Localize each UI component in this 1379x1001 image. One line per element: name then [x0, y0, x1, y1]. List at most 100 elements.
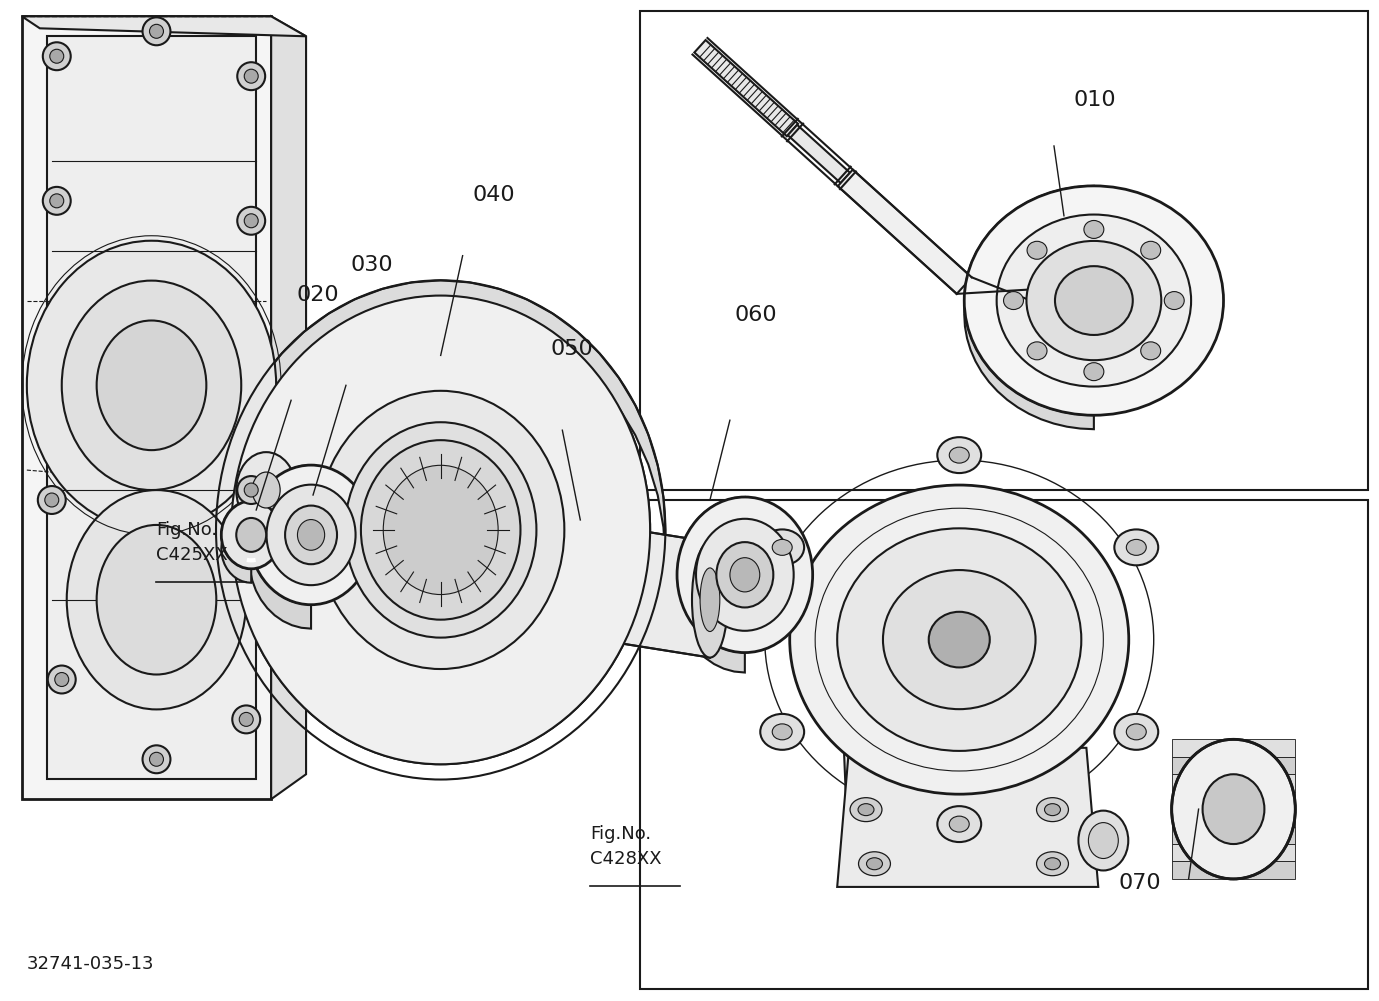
Polygon shape	[456, 743, 467, 764]
Ellipse shape	[97, 320, 207, 450]
Polygon shape	[603, 638, 622, 658]
Polygon shape	[640, 500, 1368, 989]
Ellipse shape	[760, 530, 804, 566]
Polygon shape	[272, 16, 306, 799]
Polygon shape	[350, 724, 367, 747]
Text: 050: 050	[550, 339, 593, 359]
Polygon shape	[594, 387, 614, 408]
Ellipse shape	[883, 570, 1036, 709]
Polygon shape	[481, 737, 495, 759]
Ellipse shape	[237, 207, 265, 235]
Ellipse shape	[237, 476, 265, 504]
Text: Fig.No.: Fig.No.	[156, 521, 218, 539]
Ellipse shape	[244, 214, 258, 228]
Polygon shape	[259, 402, 279, 422]
Ellipse shape	[232, 295, 650, 765]
Polygon shape	[376, 734, 390, 757]
Polygon shape	[558, 344, 576, 366]
Ellipse shape	[928, 612, 990, 668]
Polygon shape	[695, 40, 798, 136]
Ellipse shape	[62, 280, 241, 490]
Text: 060: 060	[735, 304, 778, 324]
Ellipse shape	[849, 798, 883, 822]
Text: 030: 030	[350, 254, 393, 274]
Ellipse shape	[1037, 798, 1069, 822]
Polygon shape	[403, 741, 415, 762]
Ellipse shape	[1114, 714, 1158, 750]
Ellipse shape	[866, 858, 883, 870]
Ellipse shape	[44, 493, 59, 507]
Ellipse shape	[26, 240, 276, 530]
Ellipse shape	[244, 69, 258, 83]
Ellipse shape	[938, 437, 982, 473]
Ellipse shape	[1202, 774, 1265, 844]
Ellipse shape	[236, 518, 266, 552]
Ellipse shape	[790, 485, 1129, 794]
Polygon shape	[630, 558, 648, 573]
Ellipse shape	[837, 529, 1081, 751]
Ellipse shape	[1044, 858, 1060, 870]
Polygon shape	[1172, 774, 1295, 792]
Polygon shape	[1172, 757, 1295, 774]
Ellipse shape	[772, 540, 792, 556]
Polygon shape	[619, 440, 638, 458]
Polygon shape	[491, 303, 506, 326]
Ellipse shape	[43, 42, 70, 70]
Ellipse shape	[692, 542, 728, 658]
Ellipse shape	[149, 753, 164, 766]
Polygon shape	[964, 186, 1094, 429]
Polygon shape	[838, 169, 972, 294]
Ellipse shape	[760, 714, 804, 750]
Ellipse shape	[298, 520, 324, 551]
Polygon shape	[625, 586, 643, 603]
Ellipse shape	[50, 49, 63, 63]
Polygon shape	[578, 364, 596, 386]
Polygon shape	[841, 671, 1087, 872]
Polygon shape	[1172, 827, 1295, 844]
Polygon shape	[677, 497, 745, 673]
Polygon shape	[247, 429, 266, 447]
Ellipse shape	[696, 519, 794, 631]
Ellipse shape	[1044, 804, 1060, 816]
Ellipse shape	[37, 486, 66, 514]
Polygon shape	[47, 36, 256, 779]
Ellipse shape	[55, 673, 69, 687]
Polygon shape	[232, 547, 250, 561]
Ellipse shape	[50, 194, 63, 208]
Polygon shape	[1172, 809, 1295, 827]
Ellipse shape	[361, 440, 520, 620]
Polygon shape	[514, 313, 531, 336]
Polygon shape	[430, 744, 441, 765]
Polygon shape	[292, 355, 312, 378]
Ellipse shape	[317, 390, 564, 669]
Ellipse shape	[232, 706, 261, 734]
Text: 020: 020	[296, 284, 339, 304]
Ellipse shape	[1078, 811, 1128, 871]
Ellipse shape	[250, 465, 372, 605]
Ellipse shape	[473, 507, 509, 623]
Ellipse shape	[1114, 530, 1158, 566]
Ellipse shape	[66, 490, 247, 710]
Ellipse shape	[997, 214, 1191, 386]
Polygon shape	[587, 661, 607, 682]
Ellipse shape	[142, 746, 171, 773]
Polygon shape	[232, 518, 248, 530]
Ellipse shape	[252, 472, 280, 508]
Ellipse shape	[1027, 241, 1047, 259]
Polygon shape	[1172, 862, 1295, 879]
Polygon shape	[285, 674, 303, 696]
Ellipse shape	[938, 806, 982, 842]
Ellipse shape	[1172, 740, 1295, 879]
Polygon shape	[491, 507, 710, 658]
Polygon shape	[274, 377, 294, 399]
Polygon shape	[236, 575, 254, 591]
Polygon shape	[254, 628, 273, 647]
Ellipse shape	[964, 186, 1223, 415]
Polygon shape	[243, 602, 262, 620]
Ellipse shape	[1088, 823, 1118, 859]
Polygon shape	[268, 652, 287, 673]
Ellipse shape	[1027, 342, 1047, 359]
Polygon shape	[386, 300, 400, 322]
Polygon shape	[327, 710, 345, 733]
Polygon shape	[633, 499, 650, 514]
